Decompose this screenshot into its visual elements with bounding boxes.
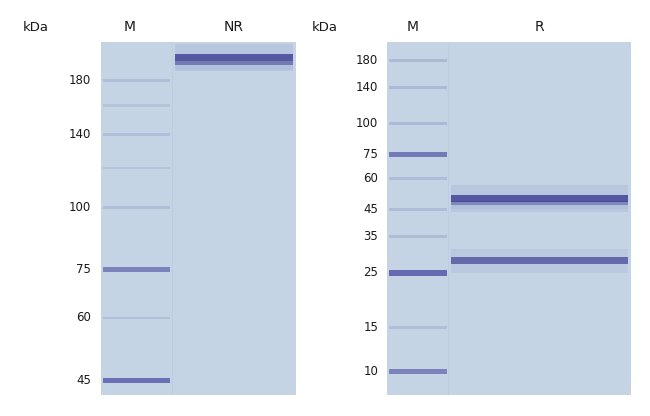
Text: M: M (407, 20, 419, 34)
Bar (103, 206, 170, 209)
Bar (389, 235, 447, 238)
Bar (103, 378, 170, 383)
Bar (387, 42, 630, 395)
Bar (101, 42, 296, 395)
Text: kDa: kDa (312, 20, 338, 34)
Bar (389, 327, 447, 329)
Bar (451, 201, 628, 205)
Text: 60: 60 (363, 172, 378, 185)
Bar (103, 317, 170, 319)
Bar (389, 86, 447, 89)
Bar (103, 267, 170, 272)
Bar (103, 79, 170, 82)
Bar (451, 257, 628, 264)
Text: 140: 140 (69, 128, 91, 141)
Bar (451, 195, 628, 202)
Text: NR: NR (224, 20, 244, 34)
Text: 75: 75 (76, 263, 91, 276)
Text: 100: 100 (356, 117, 378, 130)
Bar (389, 208, 447, 211)
Text: 35: 35 (363, 230, 378, 243)
Bar (175, 44, 293, 71)
Bar (389, 59, 447, 62)
Bar (389, 177, 447, 180)
Text: kDa: kDa (23, 20, 49, 34)
Bar (103, 104, 170, 107)
Text: 100: 100 (69, 201, 91, 214)
Text: M: M (124, 20, 136, 34)
Text: 75: 75 (363, 148, 378, 161)
Bar (451, 196, 628, 209)
Text: 60: 60 (76, 312, 91, 324)
Bar (103, 133, 170, 136)
Text: 180: 180 (356, 54, 378, 67)
Bar (451, 185, 628, 212)
Bar (103, 167, 170, 169)
Text: 25: 25 (363, 266, 378, 279)
Bar (175, 61, 293, 65)
Bar (389, 270, 447, 276)
Text: 140: 140 (356, 81, 378, 94)
Text: 45: 45 (363, 203, 378, 216)
Bar (389, 369, 447, 374)
Bar (451, 249, 628, 272)
Text: 10: 10 (363, 365, 378, 378)
Text: 45: 45 (76, 374, 91, 387)
Bar (389, 152, 447, 157)
Bar (175, 54, 293, 61)
Text: R: R (535, 20, 544, 34)
Text: 15: 15 (363, 321, 378, 334)
Bar (175, 55, 293, 70)
Text: 180: 180 (69, 74, 91, 87)
Bar (389, 122, 447, 125)
